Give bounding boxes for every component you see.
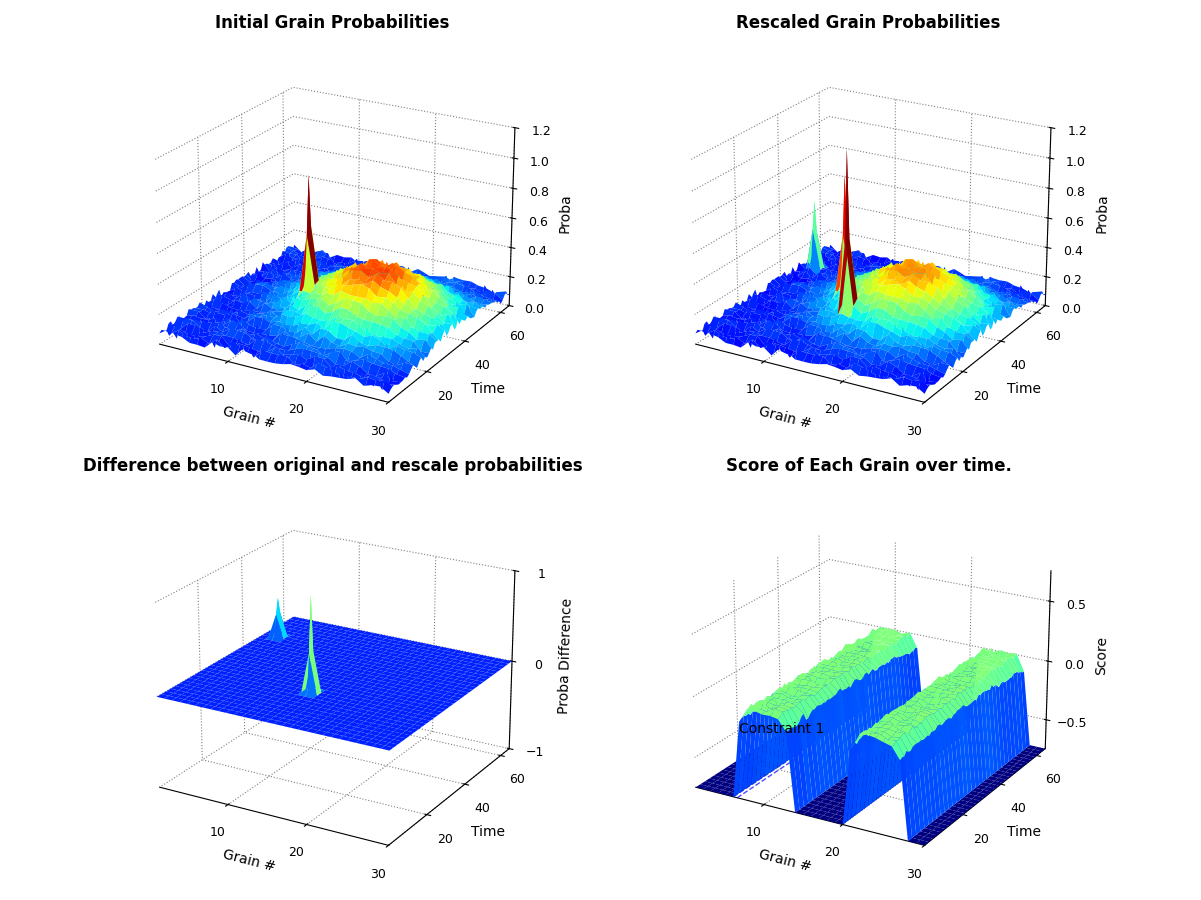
- Y-axis label: Time: Time: [471, 825, 506, 839]
- X-axis label: Grain #: Grain #: [221, 404, 276, 431]
- Title: Score of Each Grain over time.: Score of Each Grain over time.: [725, 457, 1011, 475]
- X-axis label: Grain #: Grain #: [757, 404, 813, 431]
- Text: Constraint 1: Constraint 1: [740, 722, 825, 735]
- Title: Difference between original and rescale probabilities: Difference between original and rescale …: [83, 457, 582, 475]
- Title: Initial Grain Probabilities: Initial Grain Probabilities: [215, 14, 449, 32]
- X-axis label: Grain #: Grain #: [221, 847, 276, 874]
- Title: Rescaled Grain Probabilities: Rescaled Grain Probabilities: [736, 14, 1000, 32]
- Y-axis label: Time: Time: [1008, 825, 1041, 839]
- X-axis label: Grain #: Grain #: [757, 847, 813, 874]
- Y-axis label: Time: Time: [471, 382, 506, 396]
- Y-axis label: Time: Time: [1008, 382, 1041, 396]
